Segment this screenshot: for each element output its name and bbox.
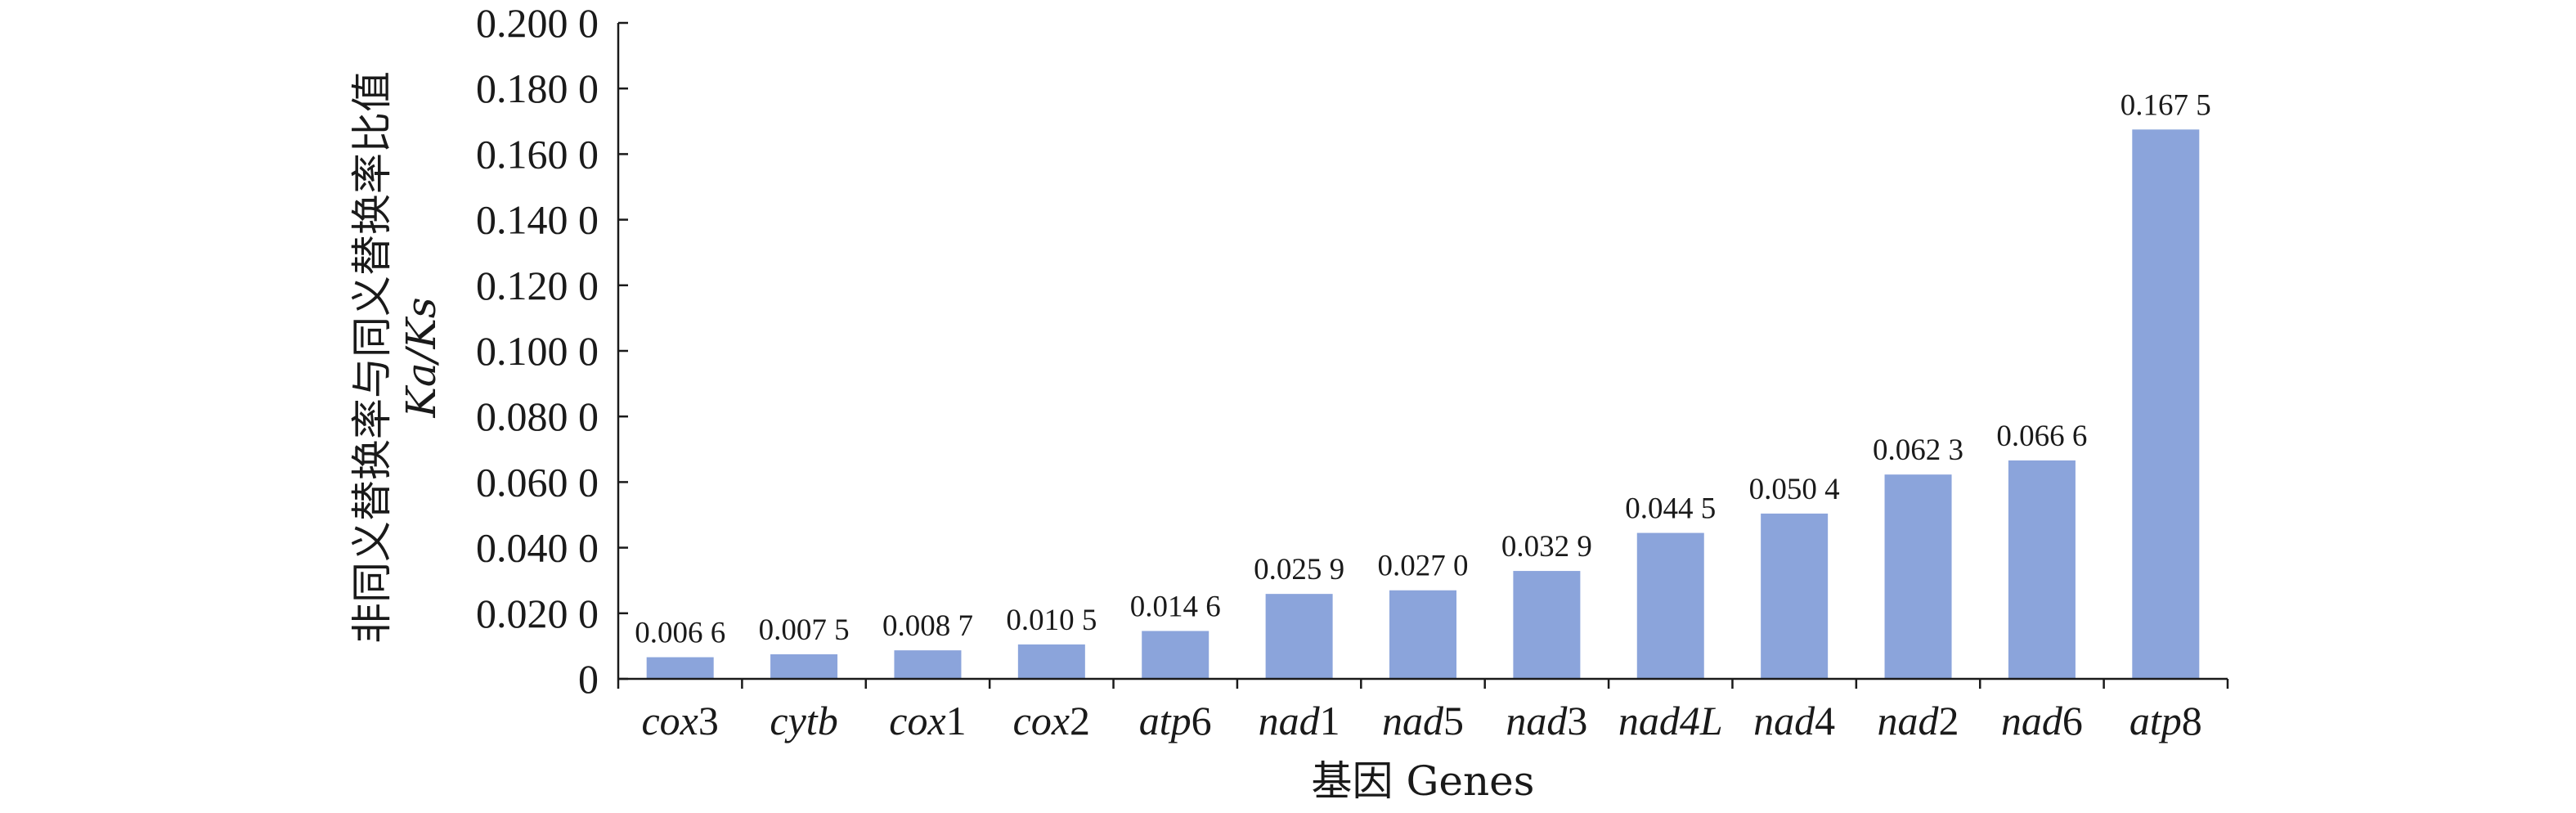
- y-tick-label: 0.040 0: [476, 525, 599, 571]
- y-tick-label: 0.200 0: [476, 0, 599, 46]
- y-tick-label: 0.100 0: [476, 328, 599, 374]
- data-label: 0.027 0: [1378, 550, 1469, 583]
- y-axis-title: 非同义替换率与同义替换率比值 Ka/Ks: [348, 71, 445, 644]
- data-label: 0.014 6: [1130, 590, 1221, 623]
- bar: [646, 657, 714, 679]
- bar: [1389, 590, 1456, 679]
- y-tick-label: 0.140 0: [476, 197, 599, 243]
- category-label: nad4: [1753, 698, 1835, 743]
- category-label: nad4L: [1618, 698, 1723, 743]
- category-label: nad6: [2001, 698, 2083, 743]
- y-axis-title-line1: 非同义替换率与同义替换率比值: [348, 71, 396, 644]
- y-tick-label: 0.160 0: [476, 131, 599, 177]
- category-label: cox3: [641, 698, 718, 743]
- data-label: 0.032 9: [1501, 530, 1592, 564]
- category-label: atp8: [2129, 698, 2202, 743]
- y-axis-title-line2: Ka/Ks: [397, 297, 445, 418]
- data-label: 0.066 6: [1996, 420, 2087, 453]
- x-axis-ticks: [617, 679, 2229, 689]
- data-label: 0.025 9: [1254, 553, 1344, 586]
- x-axis-title: 基因 Genes: [1312, 757, 1535, 805]
- data-label: 0.006 6: [635, 617, 725, 650]
- y-tick-label: 0.120 0: [476, 263, 599, 308]
- category-label: nad2: [1878, 698, 1959, 743]
- bar: [1761, 513, 1829, 679]
- data-label: 0.167 5: [2120, 88, 2211, 122]
- y-tick-label: 0.060 0: [476, 459, 599, 505]
- data-label: 0.007 5: [759, 613, 850, 647]
- category-label: nad3: [1506, 698, 1587, 743]
- x-axis-categories: cox3 cytb cox1 cox2 atp6 nad1 nad5 nad3 nad4L nad…: [641, 698, 2201, 743]
- data-label: 0.044 5: [1625, 492, 1716, 526]
- category-label: cytb: [770, 698, 837, 743]
- category-label: cox2: [1013, 698, 1090, 743]
- bar: [770, 654, 838, 679]
- data-labels: 0.006 6 0.007 5 0.008 7 0.010 5 0.014 6 0.025…: [635, 88, 2211, 649]
- bar: [1142, 631, 1209, 679]
- data-label: 0.062 3: [1873, 433, 1963, 467]
- bar: [2008, 460, 2076, 679]
- y-tick-label: 0.080 0: [476, 393, 599, 439]
- category-label: cox1: [889, 698, 966, 743]
- data-label: 0.010 5: [1006, 604, 1097, 637]
- bar: [1017, 644, 1085, 679]
- bar: [1265, 594, 1333, 679]
- category-label: nad5: [1382, 698, 1464, 743]
- bars: [646, 129, 2200, 679]
- y-tick-label: 0.180 0: [476, 65, 599, 111]
- bar: [2132, 129, 2200, 679]
- y-axis-ticks: 0 0.020 0 0.040 0 0.060 0 0.080 0 0.100 0 0.12…: [476, 0, 628, 702]
- data-label: 0.050 4: [1749, 473, 1840, 506]
- bar: [1636, 532, 1704, 679]
- bar: [1884, 474, 1952, 679]
- bar: [1513, 571, 1581, 679]
- category-label: nad1: [1259, 698, 1340, 743]
- y-tick-label: 0.020 0: [476, 591, 599, 636]
- bar: [894, 650, 962, 679]
- data-label: 0.008 7: [882, 609, 973, 643]
- category-label: atp6: [1139, 698, 1212, 743]
- y-tick-label: 0: [578, 656, 599, 702]
